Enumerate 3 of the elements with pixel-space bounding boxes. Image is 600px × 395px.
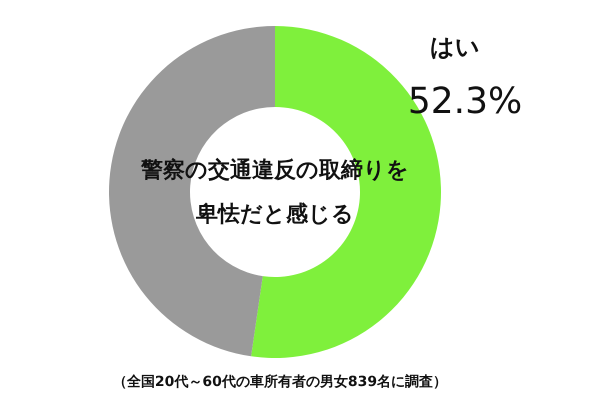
data-label: 52.3% [408, 81, 522, 122]
text: （全国20代～60代の車所有者の男女839名に調査） [112, 373, 448, 390]
slice-label: はい [430, 33, 480, 61]
